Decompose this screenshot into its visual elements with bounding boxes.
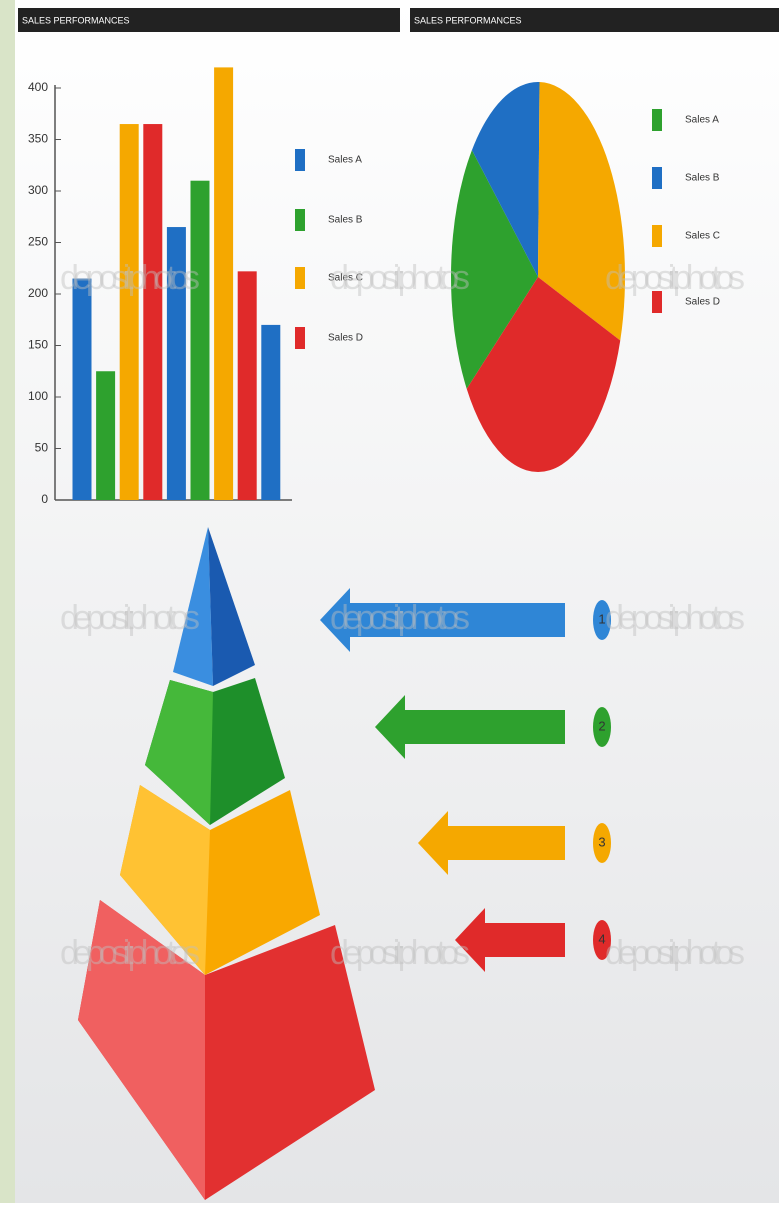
y-tick-label: 50 (35, 441, 49, 455)
arrow (375, 695, 565, 759)
y-tick-label: 250 (28, 235, 48, 249)
step-badge (593, 707, 611, 747)
step-number: 3 (598, 834, 605, 849)
step-number: 2 (598, 718, 605, 733)
legend-swatch (652, 109, 662, 131)
pyramid-face (208, 527, 255, 686)
bar-title: SALES PERFORMANCES (22, 15, 130, 25)
bar (143, 124, 163, 501)
pie-slice (471, 82, 540, 277)
step-number: 4 (598, 931, 605, 946)
legend-label: Sales C (685, 231, 720, 242)
watermark: depositphotos (605, 599, 745, 637)
y-tick-label: 0 (41, 492, 48, 506)
step-number: 1 (598, 611, 605, 626)
pie-title: SALES PERFORMANCES (414, 15, 522, 25)
legend-swatch (295, 209, 305, 231)
pyramid-face (78, 900, 205, 1200)
legend-label: Sales C (328, 273, 363, 284)
step-badge (593, 600, 611, 640)
arrow (320, 588, 565, 652)
pie-slice (451, 150, 538, 389)
bar (166, 227, 186, 501)
watermark: depositphotos (330, 599, 470, 637)
arrow (418, 811, 565, 875)
header-bar (18, 8, 400, 32)
watermark: depositphotos (330, 934, 470, 972)
pyramid-face (173, 527, 213, 686)
watermark: depositphotos (60, 259, 200, 297)
y-tick-label: 150 (28, 338, 48, 352)
legend-swatch (295, 267, 305, 289)
watermark: depositphotos (60, 599, 200, 637)
step-badge (593, 920, 611, 960)
y-tick-label: 200 (28, 286, 48, 300)
bar (72, 278, 92, 500)
legend-swatch (652, 291, 662, 313)
step-badge (593, 823, 611, 863)
header-bar (410, 8, 779, 32)
pie-slice (538, 82, 626, 341)
legend-label: Sales A (685, 115, 719, 126)
legend-swatch (295, 149, 305, 171)
legend-swatch (652, 167, 662, 189)
watermark: depositphotos (330, 259, 470, 297)
legend-swatch (295, 327, 305, 349)
pie-slice (466, 277, 621, 473)
legend-label: Sales D (328, 333, 363, 344)
y-tick-label: 400 (28, 80, 48, 94)
y-tick-label: 300 (28, 183, 48, 197)
bar (190, 180, 210, 500)
legend-swatch (652, 225, 662, 247)
watermark: depositphotos (605, 934, 745, 972)
watermark: depositphotos (605, 259, 745, 297)
legend-label: Sales A (328, 155, 362, 166)
bar (96, 371, 116, 500)
watermark: depositphotos (60, 934, 200, 972)
y-tick-label: 350 (28, 132, 48, 146)
legend-label: Sales B (685, 173, 720, 184)
pyramid-face (145, 680, 213, 825)
bar (214, 67, 234, 501)
arrow (455, 908, 565, 972)
y-tick-label: 100 (28, 389, 48, 403)
bar (119, 124, 139, 501)
legend-label: Sales D (685, 297, 720, 308)
pyramid (78, 527, 375, 1200)
legend-label: Sales B (328, 215, 363, 226)
bar (237, 271, 257, 500)
bar (261, 324, 281, 500)
pyramid-face (120, 785, 210, 975)
